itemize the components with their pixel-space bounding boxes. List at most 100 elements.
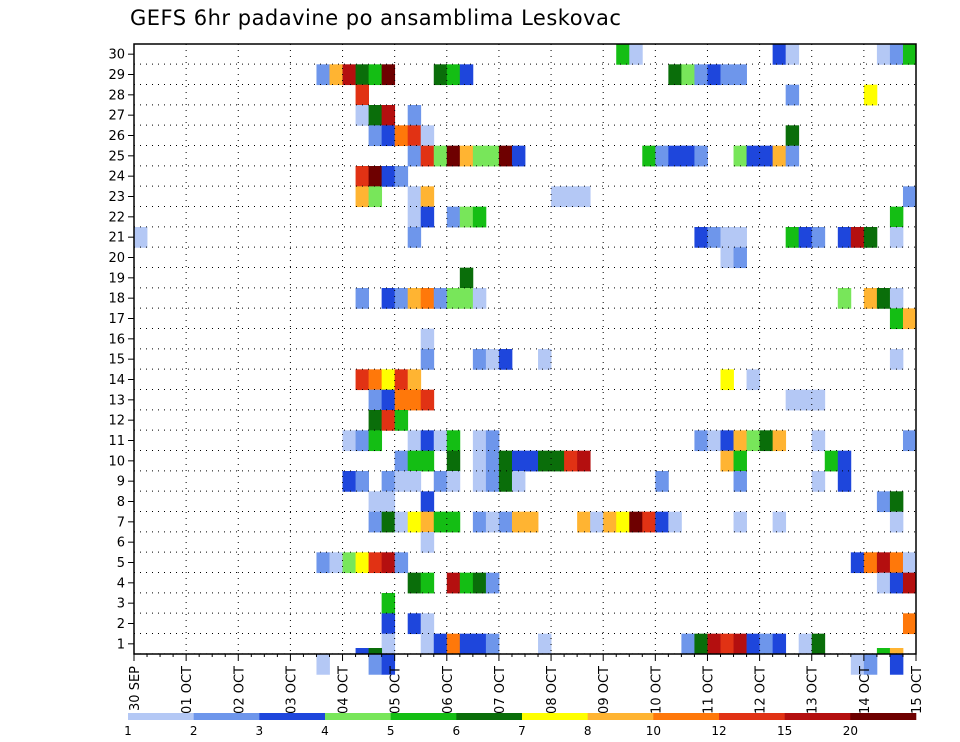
heatmap-cell xyxy=(407,369,422,391)
heatmap-cell xyxy=(485,145,500,167)
heatmap-cell xyxy=(733,471,747,492)
heatmap-cell xyxy=(902,44,917,65)
heatmap-cell xyxy=(733,633,747,655)
heatmap-cell xyxy=(707,430,721,452)
heatmap-cell xyxy=(811,227,826,248)
heatmap-cell xyxy=(759,430,774,452)
heatmap-cell xyxy=(902,552,917,574)
heatmap-cell xyxy=(394,369,409,391)
heatmap-cell xyxy=(707,64,721,86)
heatmap-cell xyxy=(485,471,500,492)
heatmap-cell xyxy=(889,349,904,370)
colorbar-swatch xyxy=(522,713,588,720)
heatmap-cell xyxy=(446,145,461,167)
colorbar-label: 7 xyxy=(518,724,526,738)
x-tick-label: 03 OCT xyxy=(284,666,299,714)
heatmap-cell xyxy=(459,64,474,86)
heatmap-cell xyxy=(420,186,435,208)
heatmap-cell xyxy=(433,64,448,86)
heatmap-cell xyxy=(655,145,669,167)
heatmap-cell xyxy=(837,227,852,248)
heatmap-cell xyxy=(498,511,513,533)
y-tick-label: 26 xyxy=(108,129,125,144)
heatmap-cell xyxy=(394,166,409,187)
heatmap-cell xyxy=(433,288,448,309)
heatmap-cell xyxy=(889,572,904,594)
heatmap-cell xyxy=(394,450,409,472)
grid-lines xyxy=(134,44,917,655)
heatmap-cell xyxy=(720,430,734,452)
y-tick-label: 3 xyxy=(117,597,125,612)
heatmap-cell xyxy=(720,64,734,86)
heatmap-cell xyxy=(446,471,461,492)
heatmap-cell xyxy=(433,145,448,167)
colorbar-swatch xyxy=(259,713,326,720)
y-tick-label: 18 xyxy=(108,292,125,307)
heatmap-cell xyxy=(720,247,734,269)
y-tick-label: 8 xyxy=(117,495,125,510)
heatmap-cell xyxy=(694,145,708,167)
heatmap-cell xyxy=(876,491,891,513)
heatmap-cell xyxy=(694,430,708,452)
colorbar-label: 3 xyxy=(256,724,264,738)
heatmap-cell xyxy=(420,450,435,472)
heatmap-cell xyxy=(498,450,513,472)
heatmap-cell xyxy=(485,511,500,533)
colorbar-label: 2 xyxy=(190,724,198,738)
heatmap-cell xyxy=(368,369,383,391)
heatmap-cell xyxy=(485,349,500,370)
heatmap-cell xyxy=(837,288,852,309)
heatmap-cell xyxy=(785,145,800,167)
heatmap-cell xyxy=(551,186,565,208)
heatmap-cell xyxy=(876,288,891,309)
heatmap-cell xyxy=(785,389,800,411)
heatmap-cell xyxy=(355,84,369,106)
y-tick-label: 12 xyxy=(108,414,125,429)
heatmap-cell xyxy=(902,308,917,330)
heatmap-cell xyxy=(368,654,383,675)
heatmap-cell xyxy=(433,511,448,533)
heatmap-cell xyxy=(889,44,904,65)
x-tick-label: 07 OCT xyxy=(493,666,508,714)
x-tick-label: 14 OCT xyxy=(858,666,873,714)
heatmap-cell xyxy=(381,593,396,614)
heatmap-cell xyxy=(746,369,760,391)
colorbar-label: 10 xyxy=(646,724,661,738)
heatmap-cell xyxy=(850,227,865,248)
heatmap-cell xyxy=(902,613,917,635)
heatmap-cell xyxy=(681,64,695,86)
colorbar-swatch xyxy=(653,713,720,720)
heatmap-cell xyxy=(772,145,787,167)
heatmap-cell xyxy=(603,511,617,533)
heatmap-cell xyxy=(498,145,513,167)
x-tick-label: 01 OCT xyxy=(180,666,195,714)
heatmap-cell xyxy=(368,105,383,126)
heatmap-cell xyxy=(420,389,435,411)
colorbar-swatch xyxy=(456,713,523,720)
y-tick-label: 21 xyxy=(108,231,125,246)
heatmap-cell xyxy=(446,511,461,533)
heatmap-cell xyxy=(681,145,695,167)
heatmap-cell xyxy=(863,227,878,248)
heatmap-cell xyxy=(511,511,526,533)
heatmap-cell xyxy=(381,552,396,574)
heatmap-cell xyxy=(746,633,760,655)
heatmap-cell xyxy=(420,328,435,350)
heatmap-cell xyxy=(420,511,435,533)
heatmap-cell xyxy=(616,44,630,65)
heatmap-cell xyxy=(381,491,396,513)
heatmap-cell xyxy=(863,288,878,309)
heatmap-cell xyxy=(642,145,656,167)
heatmap-cell xyxy=(850,552,865,574)
heatmap-cell xyxy=(381,613,396,635)
colorbar-label: 6 xyxy=(453,724,461,738)
heatmap-cell xyxy=(134,227,148,248)
heatmap-cell xyxy=(420,125,435,147)
heatmap-cell xyxy=(394,552,409,574)
heatmap-cell xyxy=(407,430,422,452)
heatmap-cell xyxy=(863,552,878,574)
heatmap-cell xyxy=(329,64,343,86)
heatmap-cell xyxy=(459,206,474,228)
heatmap-cell xyxy=(368,430,383,452)
heatmap-cell xyxy=(368,166,383,187)
